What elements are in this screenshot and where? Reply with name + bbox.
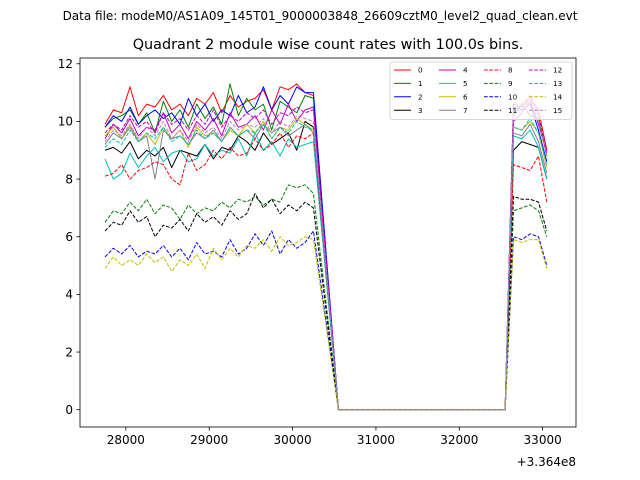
legend-label-12: 12 [553, 66, 562, 75]
legend-label-10: 10 [508, 92, 518, 101]
axes-frame [79, 57, 577, 428]
legend-label-5: 5 [463, 79, 468, 88]
legend-label-3: 3 [418, 106, 423, 115]
legend-label-11: 11 [508, 106, 517, 115]
legend-box [389, 61, 573, 120]
legend-label-6: 6 [463, 92, 468, 101]
x-tick-label: 29000 [190, 433, 228, 447]
x-tick-label: 33000 [524, 433, 562, 447]
y-tick-label: 12 [58, 57, 73, 71]
y-tick-label: 10 [58, 115, 73, 129]
legend-label-14: 14 [553, 92, 563, 101]
x-offset-label: +3.364e8 [517, 455, 576, 469]
y-tick-label: 4 [65, 288, 73, 302]
legend-label-0: 0 [418, 66, 423, 75]
series-line-9 [104, 184, 548, 411]
chart-title: Quadrant 2 module wise count rates with … [133, 37, 524, 53]
legend-label-7: 7 [463, 106, 468, 115]
x-tick-label: 28000 [107, 433, 145, 447]
legend-label-2: 2 [418, 92, 423, 101]
series-line-15 [104, 97, 548, 411]
legend-label-15: 15 [553, 106, 562, 115]
series-lines [104, 83, 548, 411]
series-line-11 [104, 192, 548, 411]
legend-label-8: 8 [508, 66, 513, 75]
y-tick-label: 6 [65, 230, 73, 244]
y-tick-label: 0 [65, 403, 73, 417]
x-tick-label: 31000 [357, 433, 395, 447]
y-tick-label: 2 [65, 345, 73, 359]
legend-label-1: 1 [418, 79, 423, 88]
figure-suptitle: Data file: modeM0/AS1A09_145T01_90000038… [63, 9, 578, 23]
x-tick-label: 30000 [273, 433, 311, 447]
legend-label-9: 9 [508, 79, 513, 88]
y-tick-label: 8 [65, 172, 73, 186]
legend-label-13: 13 [553, 79, 562, 88]
x-tick-label: 32000 [440, 433, 478, 447]
legend-label-4: 4 [463, 66, 468, 75]
